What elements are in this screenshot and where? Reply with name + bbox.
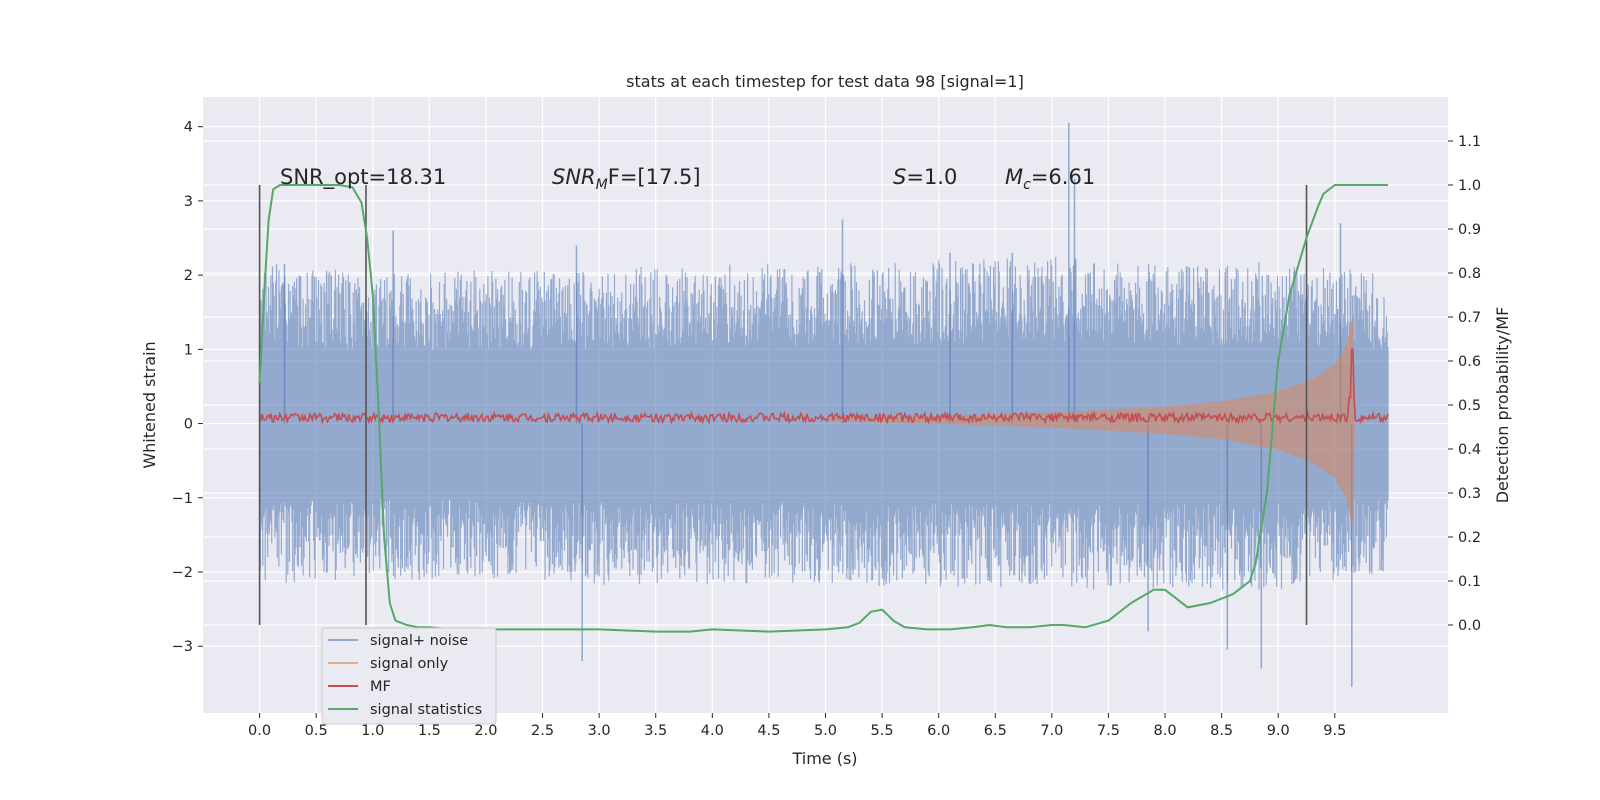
series-mf xyxy=(258,348,1389,426)
y-right-tick-label-6: 0.5 xyxy=(1458,398,1481,414)
x-tick-label-11: 5.5 xyxy=(871,723,894,739)
legend-label-mf: MF xyxy=(370,679,391,695)
legend-label-signal-noise: signal+ noise xyxy=(370,633,468,649)
y-right-tick-label-3: 0.8 xyxy=(1458,266,1481,282)
chart-title: stats at each timestep for test data 98 … xyxy=(626,72,1024,91)
x-tick-label-14: 7.0 xyxy=(1040,723,1063,739)
y-tick-label-3: 1 xyxy=(184,342,193,358)
x-tick-label-6: 3.0 xyxy=(588,723,611,739)
y-right-tick-label-5: 0.6 xyxy=(1458,354,1481,370)
x-tick-label-12: 6.0 xyxy=(927,723,950,739)
annotation-mc-sub: c xyxy=(1023,177,1031,193)
x-tick-label-10: 5.0 xyxy=(814,723,837,739)
annotation-mc-base: M xyxy=(1005,165,1023,189)
y-axis-ticks: 4 3 2 1 0 −1 −2 −3 xyxy=(172,120,203,655)
series-signal-statistics xyxy=(258,184,1388,633)
x-tick-label-15: 7.5 xyxy=(1097,723,1120,739)
signal-only-envelope xyxy=(825,315,1356,529)
y-right-tick-label-11: 0.0 xyxy=(1458,618,1481,634)
y-right-tick-label-4: 0.7 xyxy=(1458,310,1481,326)
y-axis-right-label: Detection probability/MF xyxy=(1493,307,1512,504)
signal-statistics-line xyxy=(258,184,1388,633)
series-signal-only xyxy=(825,315,1356,529)
y-right-tick-label-2: 0.9 xyxy=(1458,222,1481,238)
x-tick-label-18: 9.0 xyxy=(1267,723,1290,739)
x-tick-label-2: 1.0 xyxy=(361,723,384,739)
y-tick-label-4: 0 xyxy=(184,417,193,433)
signal-noise-spikes xyxy=(283,123,1353,687)
x-tick-label-7: 3.5 xyxy=(644,723,667,739)
annotation-s-base: S xyxy=(893,165,906,189)
y-right-tick-label-0: 1.1 xyxy=(1458,134,1481,150)
annotation-snr-opt: SNR_opt=18.31 xyxy=(280,165,446,190)
y-tick-label-7: −3 xyxy=(172,639,193,655)
x-tick-label-5: 2.5 xyxy=(531,723,554,739)
legend-box xyxy=(321,627,497,725)
x-tick-label-9: 4.5 xyxy=(757,723,780,739)
x-tick-label-19: 9.5 xyxy=(1323,723,1346,739)
annotation-snr-mf: SNRMF=[17.5] xyxy=(552,165,701,193)
y-tick-label-5: −1 xyxy=(172,491,193,507)
y-tick-label-6: −2 xyxy=(172,565,193,581)
annotation-s: S=1.0 xyxy=(893,165,957,189)
legend: signal+ noise signal only MF signal stat… xyxy=(321,627,497,725)
mf-trace xyxy=(258,348,1389,426)
x-tick-label-1: 0.5 xyxy=(305,723,328,739)
x-tick-label-8: 4.0 xyxy=(701,723,724,739)
x-tick-label-13: 6.5 xyxy=(984,723,1007,739)
x-tick-label-17: 8.5 xyxy=(1210,723,1233,739)
y-tick-label-0: 4 xyxy=(184,120,193,136)
y-axis-right-ticks: 1.1 1.0 0.9 0.8 0.7 0.6 0.5 0.4 0.3 0.2 0.1 0.0 xyxy=(1448,134,1481,634)
y-right-tick-label-10: 0.1 xyxy=(1458,574,1481,590)
y-right-tick-label-1: 1.0 xyxy=(1458,178,1481,194)
annotation-mc: Mc=6.61 xyxy=(1005,165,1095,193)
annotation-mc-rest: =6.61 xyxy=(1031,165,1095,189)
annotation-snr-mf-base: SNR xyxy=(552,165,596,189)
x-axis-label: Time (s) xyxy=(791,749,857,768)
annotation-s-rest: =1.0 xyxy=(906,165,957,189)
legend-label-signal-statistics: signal statistics xyxy=(370,702,482,718)
x-tick-label-4: 2.0 xyxy=(474,723,497,739)
y-right-tick-label-8: 0.3 xyxy=(1458,486,1481,502)
vertical-markers xyxy=(258,185,1308,625)
x-tick-label-0: 0.0 xyxy=(248,723,271,739)
y-axis-label: Whitened strain xyxy=(140,341,159,468)
x-tick-label-16: 8.0 xyxy=(1154,723,1177,739)
y-tick-label-2: 2 xyxy=(184,268,193,284)
y-tick-label-1: 3 xyxy=(184,194,193,210)
y-right-tick-label-7: 0.4 xyxy=(1458,442,1481,458)
x-axis-ticks: 0.0 0.5 1.0 1.5 2.0 2.5 3.0 3.5 4.0 4.5 5.0 5.5 6.0 6… xyxy=(248,713,1346,739)
annotation-snr-mf-rest: F=[17.5] xyxy=(608,165,701,189)
legend-label-signal-only: signal only xyxy=(370,656,449,672)
annotation-snr-mf-sub: M xyxy=(596,177,608,193)
x-tick-label-3: 1.5 xyxy=(418,723,441,739)
y-right-tick-label-9: 0.2 xyxy=(1458,530,1481,546)
